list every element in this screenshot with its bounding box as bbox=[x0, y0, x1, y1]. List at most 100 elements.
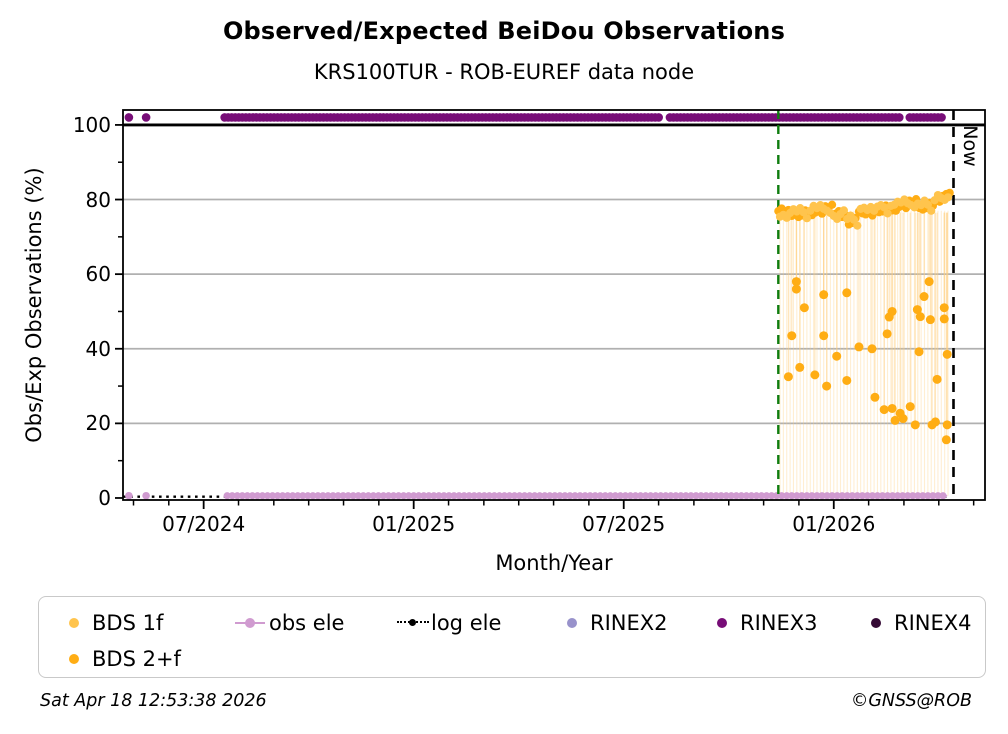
bds2f-point bbox=[919, 292, 929, 302]
obs-ele-point bbox=[238, 492, 246, 500]
obs-ele-point bbox=[883, 492, 892, 500]
obs-ele-point bbox=[515, 492, 524, 500]
obs-ele-point bbox=[223, 492, 231, 500]
obs-ele-point bbox=[768, 492, 776, 500]
obs-ele-point bbox=[142, 491, 150, 500]
obs-ele-point bbox=[284, 492, 292, 500]
bds2f-point bbox=[879, 405, 889, 415]
bds2f-point bbox=[842, 375, 852, 385]
obs-ele-point bbox=[868, 492, 877, 500]
obs-ele-point bbox=[924, 492, 932, 500]
obs-ele-point bbox=[717, 492, 725, 500]
obs-ele-point bbox=[914, 492, 922, 500]
bds2f-point bbox=[819, 331, 829, 341]
bds2f-point bbox=[791, 284, 801, 294]
legend-label: BDS 1f bbox=[92, 611, 164, 635]
obs-ele-point bbox=[616, 492, 624, 500]
obs-ele-point bbox=[727, 492, 735, 500]
bds1f-point bbox=[880, 203, 889, 212]
bds2f-point bbox=[942, 349, 952, 359]
chart-title: Observed/Expected BeiDou Observations bbox=[222, 17, 786, 45]
bds2f-point bbox=[915, 312, 925, 322]
bds1f-point bbox=[853, 221, 862, 230]
obs-ele-point bbox=[440, 492, 448, 500]
obs-ele-point bbox=[556, 492, 564, 500]
legend-item-log-ele: log ele bbox=[397, 610, 501, 636]
bds1f-point bbox=[923, 200, 932, 209]
bds2f-point bbox=[842, 288, 852, 298]
legend-marker-dotted-line bbox=[397, 618, 429, 628]
y-tick-label: 20 bbox=[85, 411, 111, 436]
obs-ele-point bbox=[888, 492, 897, 500]
obs-ele-point bbox=[566, 492, 574, 500]
rinex3-point bbox=[141, 113, 151, 122]
y-axis-label: Obs/Exp Observations (%) bbox=[22, 167, 46, 443]
x-tick-label: 01/2026 bbox=[792, 512, 876, 536]
y-tick-label: 0 bbox=[98, 485, 111, 510]
obs-ele-point bbox=[631, 492, 640, 500]
legend-item-bds-2-f: BDS 2+f bbox=[69, 646, 181, 672]
bds2f-point bbox=[787, 331, 797, 341]
bds2f-point bbox=[867, 344, 877, 354]
legend-marker-dot bbox=[871, 618, 881, 628]
obs-ele-point bbox=[279, 492, 287, 500]
obs-ele-point bbox=[586, 492, 594, 500]
footer-timestamp: Sat Apr 18 12:53:38 2026 bbox=[40, 691, 267, 711]
legend-item-bds-1f: BDS 1f bbox=[69, 610, 163, 636]
obs-ele-point bbox=[384, 492, 393, 500]
bds2f-point bbox=[912, 305, 922, 315]
obs-ele-point bbox=[536, 492, 544, 500]
obs-ele-point bbox=[828, 492, 836, 500]
obs-ele-point bbox=[314, 492, 322, 500]
bds2f-point bbox=[783, 372, 793, 382]
obs-ele-point bbox=[863, 492, 871, 500]
legend-item-rinex3: RINEX3 bbox=[717, 610, 818, 636]
obs-ele-point bbox=[934, 492, 942, 500]
obs-ele-point bbox=[707, 492, 715, 500]
obs-ele-point bbox=[329, 492, 337, 500]
obs-ele-point bbox=[601, 492, 609, 500]
obs-ele-point bbox=[359, 492, 367, 500]
obs-ele-point bbox=[813, 492, 821, 500]
footer-credit: ©GNSS@ROB bbox=[850, 691, 972, 711]
obs-ele-point bbox=[677, 492, 685, 500]
obs-ele-point bbox=[445, 492, 453, 500]
bds2f-point bbox=[930, 417, 940, 427]
obs-ele-point bbox=[843, 492, 851, 500]
obs-ele-point bbox=[657, 492, 665, 500]
obs-ele-point bbox=[853, 492, 861, 500]
bds2f-point bbox=[822, 381, 832, 391]
legend-label: obs ele bbox=[269, 611, 345, 635]
obs-ele-point bbox=[500, 492, 509, 500]
bds2f-point bbox=[941, 435, 951, 445]
obs-ele-point bbox=[702, 492, 710, 500]
obs-ele-point bbox=[324, 492, 332, 500]
bds2f-point bbox=[905, 402, 915, 412]
legend-label: RINEX4 bbox=[894, 611, 972, 635]
bds2f-point bbox=[810, 370, 820, 380]
bds1f-point bbox=[943, 193, 953, 202]
obs-ele-point bbox=[258, 492, 267, 500]
obs-ele-point bbox=[470, 492, 478, 500]
obs-ele-point bbox=[485, 492, 493, 500]
obs-ele-point bbox=[904, 492, 912, 500]
legend-label: log ele bbox=[431, 611, 502, 635]
obs-ele-point bbox=[450, 492, 458, 500]
bds2f-point bbox=[910, 420, 920, 430]
plot-frame bbox=[122, 109, 986, 501]
obs-ele-point bbox=[374, 492, 383, 500]
obs-ele-point bbox=[833, 492, 841, 500]
obs-ele-point bbox=[878, 492, 887, 500]
obs-ele-point bbox=[339, 492, 347, 500]
obs-ele-point bbox=[576, 492, 584, 500]
obs-ele-point bbox=[662, 492, 670, 500]
legend-item-rinex4: RINEX4 bbox=[871, 610, 972, 636]
rinex3-point bbox=[124, 113, 134, 122]
obs-ele-point bbox=[858, 492, 866, 500]
x-axis-label: Month/Year bbox=[495, 551, 613, 575]
obs-ele-point bbox=[939, 492, 947, 500]
legend-item-obs-ele: obs ele bbox=[235, 610, 344, 636]
obs-ele-point bbox=[263, 492, 272, 500]
legend-label: RINEX3 bbox=[740, 611, 818, 635]
obs-ele-point bbox=[546, 492, 554, 500]
